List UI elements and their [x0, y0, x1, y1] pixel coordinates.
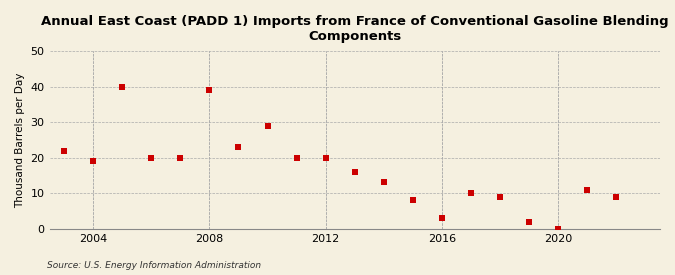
Point — [204, 88, 215, 92]
Point — [350, 170, 360, 174]
Point — [379, 180, 389, 185]
Point — [233, 145, 244, 149]
Point — [553, 226, 564, 231]
Point — [117, 84, 128, 89]
Y-axis label: Thousand Barrels per Day: Thousand Barrels per Day — [15, 72, 25, 208]
Point — [408, 198, 418, 202]
Point — [611, 194, 622, 199]
Point — [437, 216, 448, 220]
Point — [175, 155, 186, 160]
Title: Annual East Coast (PADD 1) Imports from France of Conventional Gasoline Blending: Annual East Coast (PADD 1) Imports from … — [41, 15, 668, 43]
Point — [146, 155, 157, 160]
Point — [524, 219, 535, 224]
Point — [495, 194, 506, 199]
Point — [321, 155, 331, 160]
Point — [88, 159, 99, 163]
Point — [59, 148, 70, 153]
Text: Source: U.S. Energy Information Administration: Source: U.S. Energy Information Administ… — [47, 260, 261, 270]
Point — [262, 123, 273, 128]
Point — [466, 191, 477, 195]
Point — [582, 187, 593, 192]
Point — [291, 155, 302, 160]
